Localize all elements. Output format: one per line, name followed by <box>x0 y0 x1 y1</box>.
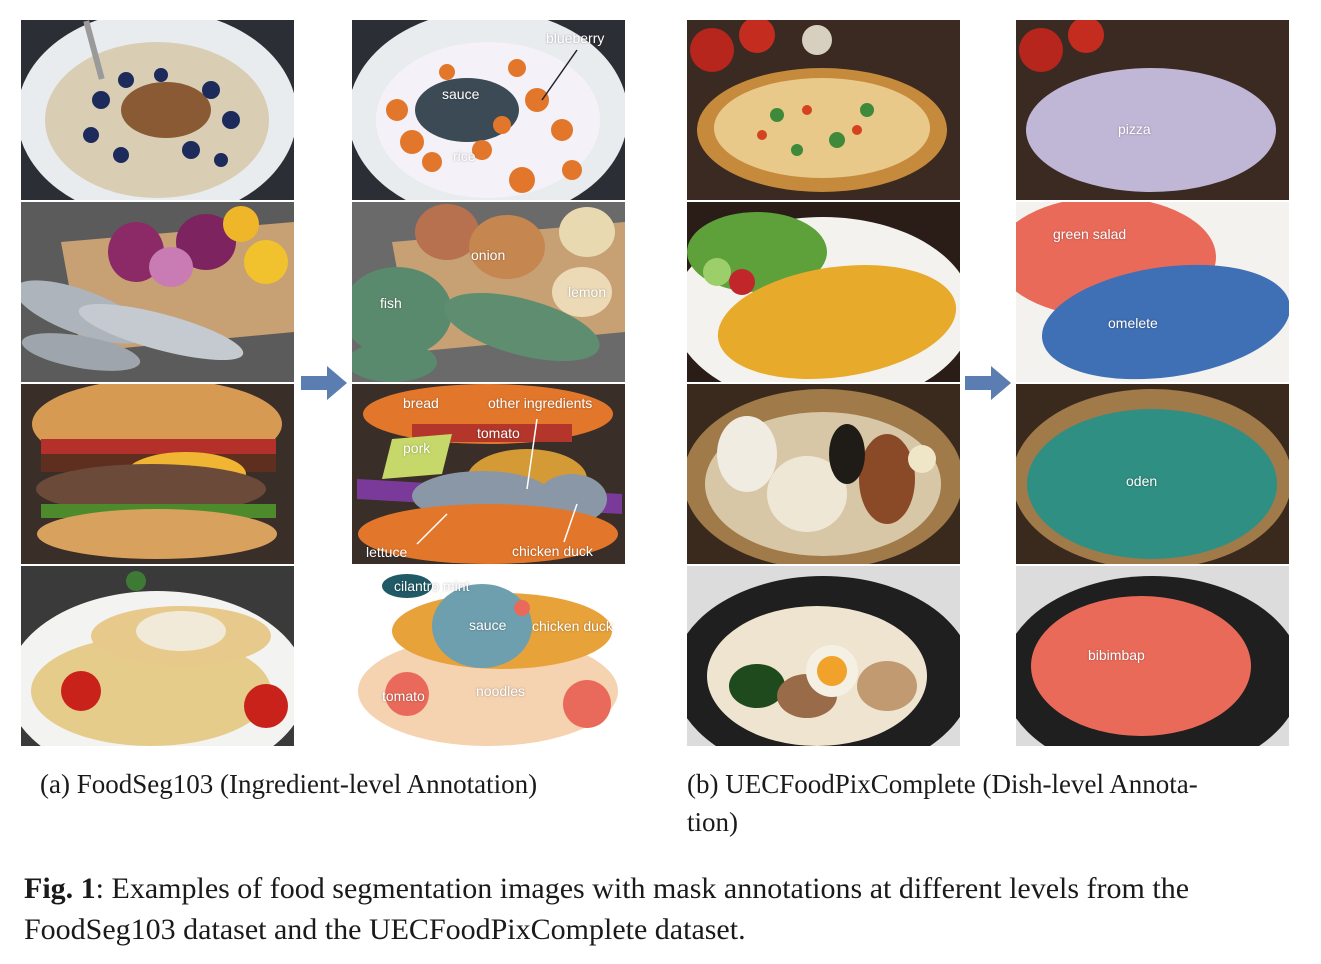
mask-label-tomato: tomato <box>477 425 520 441</box>
mask-label-sauce-2: sauce <box>469 617 507 633</box>
mask-label-omelete: omelete <box>1108 315 1158 331</box>
foodseg-photo-pasta <box>21 566 294 746</box>
foodseg-photo-oatmeal <box>21 20 294 200</box>
mask-label-pork: pork <box>403 440 431 456</box>
foodseg-mask-burger <box>352 384 625 564</box>
foodseg-photo-burger <box>21 384 294 564</box>
uec-mask-pizza <box>1016 20 1289 200</box>
foodseg-mask-pasta <box>352 566 625 746</box>
foodseg-mask-fish <box>352 202 625 382</box>
arrow-right-icon-2 <box>965 366 1011 400</box>
mask-label-bibimbap: bibimbap <box>1088 647 1145 663</box>
mask-label-pizza: pizza <box>1118 121 1151 137</box>
mask-label-oden: oden <box>1126 473 1158 489</box>
foodseg-photo-fish <box>21 202 294 382</box>
mask-label-cilantro-mint: cilantro mint <box>394 578 470 594</box>
caption-a: (a) FoodSeg103 (Ingredient-level Annotat… <box>40 769 538 799</box>
mask-label-blueberry: blueberry <box>546 30 605 46</box>
figure-caption: Fig. 1: Examples of food segmentation im… <box>24 868 1299 950</box>
mask-label-onion: onion <box>471 247 506 263</box>
figure-caption-text: : Examples of food segmentation images w… <box>24 872 1190 946</box>
mask-label-green-salad: green salad <box>1053 226 1127 242</box>
foodseg-mask-oatmeal <box>352 20 625 200</box>
mask-label-chicken-duck: chicken duck <box>512 543 593 559</box>
mask-label-other-ingredients: other ingredients <box>488 395 593 411</box>
mask-label-lettuce: lettuce <box>366 544 408 560</box>
uec-mask-omelette <box>1016 202 1289 382</box>
uec-photo-omelette <box>687 202 960 382</box>
uec-photo-pizza <box>687 20 960 200</box>
uec-mask-bibimbap <box>1016 566 1289 746</box>
uec-mask-oden <box>1016 384 1289 564</box>
mask-label-lemon: lemon <box>568 284 607 300</box>
mask-label-sauce: sauce <box>442 86 480 102</box>
arrow-right-icon <box>301 366 347 400</box>
mask-label-fish: fish <box>380 295 402 311</box>
uec-photo-oden <box>687 384 960 564</box>
mask-label-bread: bread <box>403 395 439 411</box>
caption-b-line2: tion) <box>687 807 738 837</box>
uec-photo-bibimbap <box>687 566 960 746</box>
mask-label-chicken-duck-2: chicken duck <box>532 618 613 634</box>
mask-label-noodles: noodles <box>476 683 526 699</box>
figure-label: Fig. 1 <box>24 872 96 905</box>
caption-b-line1: (b) UECFoodPixComplete (Dish-level Annot… <box>687 769 1198 799</box>
mask-label-rice: rice <box>453 148 476 164</box>
mask-label-tomato-2: tomato <box>382 688 425 704</box>
